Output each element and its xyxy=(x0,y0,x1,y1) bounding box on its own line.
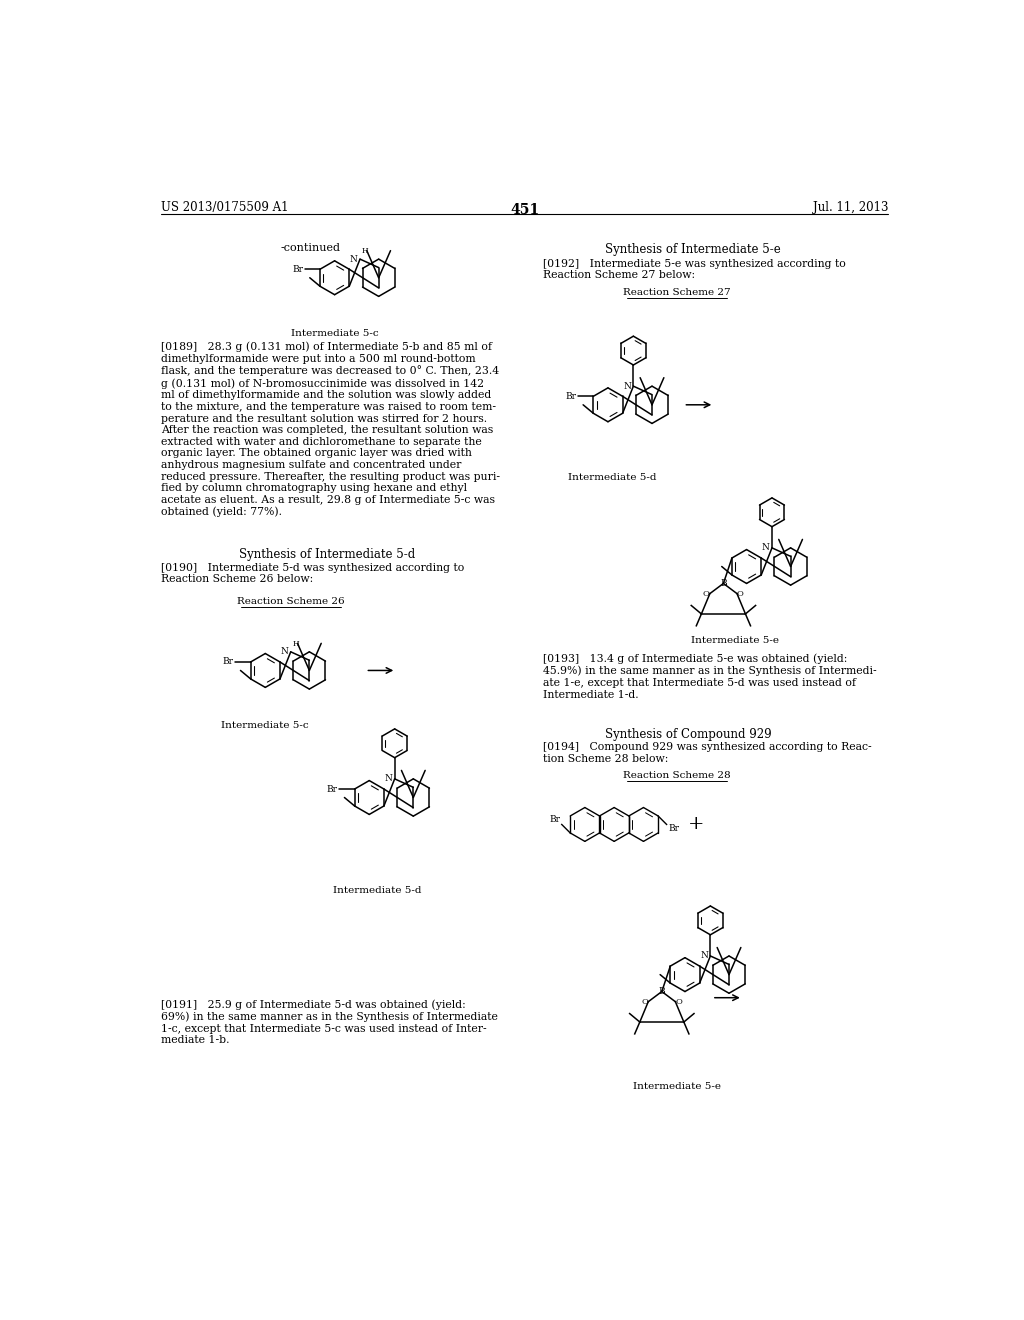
Text: Reaction Scheme 27: Reaction Scheme 27 xyxy=(624,288,731,297)
Text: B: B xyxy=(720,579,727,587)
Text: Synthesis of Compound 929: Synthesis of Compound 929 xyxy=(605,729,772,742)
Text: Synthesis of Intermediate 5-e: Synthesis of Intermediate 5-e xyxy=(605,243,780,256)
Text: Synthesis of Intermediate 5-d: Synthesis of Intermediate 5-d xyxy=(239,548,415,561)
Text: O: O xyxy=(641,998,648,1006)
Text: Intermediate 5-c: Intermediate 5-c xyxy=(221,721,309,730)
Text: B: B xyxy=(658,987,666,997)
Text: [0192]   Intermediate 5-e was synthesized according to
Reaction Scheme 27 below:: [0192] Intermediate 5-e was synthesized … xyxy=(543,259,845,280)
Text: N: N xyxy=(384,775,392,783)
Text: Br: Br xyxy=(327,784,338,793)
Text: H: H xyxy=(361,247,369,255)
Text: Reaction Scheme 26: Reaction Scheme 26 xyxy=(237,598,344,606)
Text: Intermediate 5-d: Intermediate 5-d xyxy=(567,473,656,482)
Text: O: O xyxy=(676,998,682,1006)
Text: N: N xyxy=(700,952,708,961)
Text: H: H xyxy=(292,640,299,648)
Text: N: N xyxy=(281,647,289,656)
Text: O: O xyxy=(703,590,710,598)
Text: [0190]   Intermediate 5-d was synthesized according to
Reaction Scheme 26 below:: [0190] Intermediate 5-d was synthesized … xyxy=(162,562,465,585)
Text: Br: Br xyxy=(223,657,233,667)
Text: N: N xyxy=(624,381,631,391)
Text: Reaction Scheme 28: Reaction Scheme 28 xyxy=(624,771,731,780)
Text: [0194]   Compound 929 was synthesized according to Reac-
tion Scheme 28 below:: [0194] Compound 929 was synthesized acco… xyxy=(543,742,871,764)
Text: N: N xyxy=(762,544,770,552)
Text: [0191]   25.9 g of Intermediate 5-d was obtained (yield:
69%) in the same manner: [0191] 25.9 g of Intermediate 5-d was ob… xyxy=(162,999,499,1045)
Text: Intermediate 5-e: Intermediate 5-e xyxy=(691,636,779,644)
Text: Intermediate 5-c: Intermediate 5-c xyxy=(291,330,379,338)
Text: Intermediate 5-d: Intermediate 5-d xyxy=(333,886,421,895)
Text: Br: Br xyxy=(292,265,303,273)
Text: [0193]   13.4 g of Intermediate 5-e was obtained (yield:
45.9%) in the same mann: [0193] 13.4 g of Intermediate 5-e was ob… xyxy=(543,653,877,700)
Text: 451: 451 xyxy=(510,203,540,216)
Text: Br: Br xyxy=(668,825,679,833)
Text: [0189]   28.3 g (0.131 mol) of Intermediate 5-b and 85 ml of
dimethylformamide w: [0189] 28.3 g (0.131 mol) of Intermediat… xyxy=(162,342,501,517)
Text: Intermediate 5-e: Intermediate 5-e xyxy=(633,1082,721,1092)
Text: -continued: -continued xyxy=(281,243,341,253)
Text: Br: Br xyxy=(549,816,560,825)
Text: US 2013/0175509 A1: US 2013/0175509 A1 xyxy=(162,201,289,214)
Text: +: + xyxy=(687,816,703,833)
Text: N: N xyxy=(350,255,357,264)
Text: Br: Br xyxy=(565,392,577,401)
Text: Jul. 11, 2013: Jul. 11, 2013 xyxy=(813,201,888,214)
Text: O: O xyxy=(737,590,743,598)
